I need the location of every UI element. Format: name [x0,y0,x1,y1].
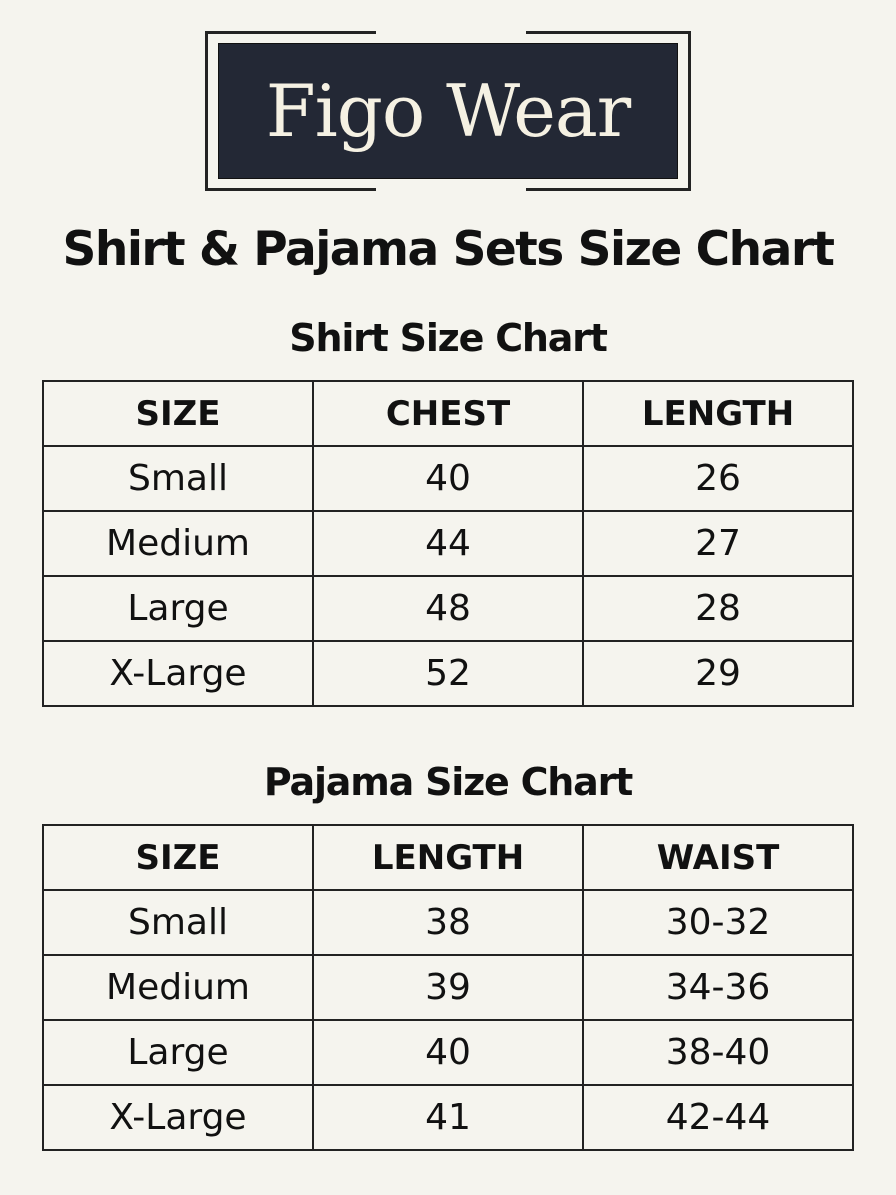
table-cell: 52 [312,640,584,707]
table-row: X-Large 41 42-44 [42,1084,854,1151]
page-title: Shirt & Pajama Sets Size Chart [62,222,835,277]
shirt-chart-title: Shirt Size Chart [289,316,608,360]
table-cell: 39 [312,954,584,1021]
column-header: SIZE [42,824,314,891]
table-row: X-Large 52 29 [42,640,854,707]
table-cell: 28 [582,575,854,642]
table-row: Large 48 28 [42,575,854,642]
table-row: Large 40 38-40 [42,1019,854,1086]
table-cell: 29 [582,640,854,707]
column-header: SIZE [42,380,314,447]
table-cell: 40 [312,1019,584,1086]
table-cell: 26 [582,445,854,512]
table-cell: 38-40 [582,1019,854,1086]
table-cell: 40 [312,445,584,512]
table-cell: 34-36 [582,954,854,1021]
table-cell: 48 [312,575,584,642]
table-row: Medium 39 34-36 [42,954,854,1021]
column-header: CHEST [312,380,584,447]
table-cell: Large [42,575,314,642]
table-cell: Small [42,889,314,956]
brand-name: Figo Wear [265,69,631,153]
pajama-chart-title: Pajama Size Chart [263,760,633,804]
table-cell: Medium [42,954,314,1021]
table-cell: 27 [582,510,854,577]
column-header: LENGTH [582,380,854,447]
column-header: LENGTH [312,824,584,891]
header-row: SIZE LENGTH WAIST [42,824,854,891]
table-cell: 42-44 [582,1084,854,1151]
table-row: Small 38 30-32 [42,889,854,956]
table-cell: X-Large [42,640,314,707]
column-header: WAIST [582,824,854,891]
table-row: Medium 44 27 [42,510,854,577]
brand-logo: Figo Wear [219,44,677,178]
table-cell: 44 [312,510,584,577]
table-cell: Large [42,1019,314,1086]
table-cell: 30-32 [582,889,854,956]
pajama-size-table: SIZE LENGTH WAIST Small 38 30-32 Medium 39 34-36… [42,824,854,1151]
table-cell: Small [42,445,314,512]
table-row: Small 40 26 [42,445,854,512]
table-cell: Medium [42,510,314,577]
table-cell: X-Large [42,1084,314,1151]
header-row: SIZE CHEST LENGTH [42,380,854,447]
table-cell: 41 [312,1084,584,1151]
logo-frame [205,30,691,192]
table-cell: 38 [312,889,584,956]
shirt-size-table: SIZE CHEST LENGTH Small 40 26 Medium 44 27 Large 4… [42,380,854,707]
